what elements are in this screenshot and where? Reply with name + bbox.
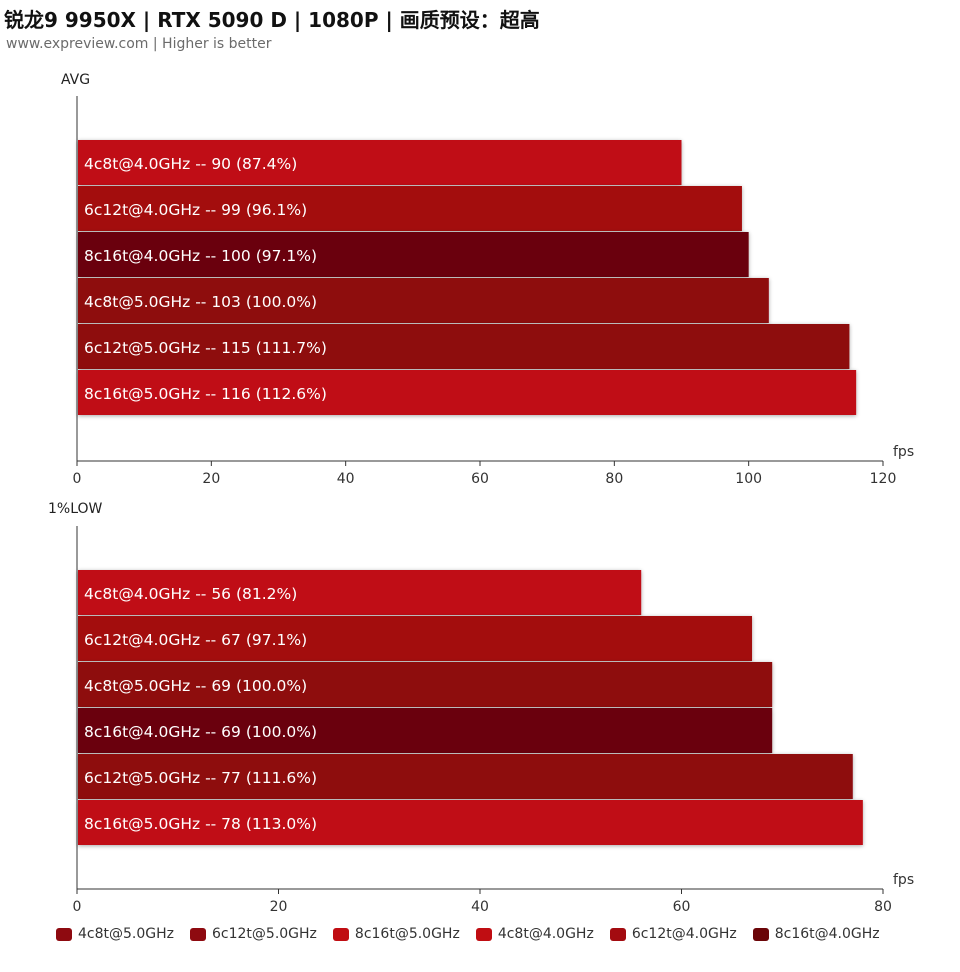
bar-data-label: 4c8t@5.0GHz -- 103 (100.0%) [84,293,317,311]
legend-swatch [190,927,206,941]
legend-label: 8c16t@4.0GHz [774,926,880,942]
bar [78,278,769,323]
legend-label: 8c16t@5.0GHz [354,926,460,942]
x-tick-label: 80 [605,471,623,487]
legend-label: 4c8t@4.0GHz [497,926,594,942]
bar [78,616,753,661]
legend-item[interactable]: 6c12t@4.0GHz [609,926,737,942]
bar [78,186,742,231]
x-tick-label: 60 [471,471,489,487]
bar-data-label: 8c16t@4.0GHz -- 100 (97.1%) [84,247,317,265]
y-axis-label: AVG [61,72,90,88]
bar-data-label: 4c8t@4.0GHz -- 90 (87.4%) [84,155,297,173]
bar-data-label: 8c16t@4.0GHz -- 69 (100.0%) [84,723,317,741]
legend-swatch [475,927,492,941]
x-tick-label: 120 [870,471,897,487]
bar-data-label: 6c12t@5.0GHz -- 115 (111.7%) [84,339,327,357]
bar-data-label: 8c16t@5.0GHz -- 116 (112.6%) [84,385,327,403]
chart-legend: 4c8t@5.0GHz 6c12t@5.0GHz 8c16t@5.0GHz 4c8t@… [56,926,896,942]
bar [78,570,642,615]
chart-subtitle: www.expreview.com | Higher is better [6,36,272,52]
legend-swatch [609,927,626,941]
legend-label: 6c12t@5.0GHz [212,926,317,942]
bar-data-label: 6c12t@4.0GHz -- 67 (97.1%) [84,631,307,649]
legend-item[interactable]: 6c12t@5.0GHz [190,926,317,942]
legend-item[interactable]: 4c8t@4.0GHz [475,926,594,942]
legend-swatch [332,927,349,941]
legend-swatch [56,927,72,941]
x-tick-label: 40 [471,899,489,915]
legend-label: 4c8t@5.0GHz [78,926,174,942]
x-tick-label: 80 [874,899,892,915]
legend-item[interactable]: 4c8t@5.0GHz [56,926,174,942]
bar [78,232,749,277]
bar-data-label: 6c12t@4.0GHz -- 99 (96.1%) [84,201,307,219]
bar [78,754,853,799]
x-tick-label: 20 [270,899,288,915]
bar-data-label: 4c8t@5.0GHz -- 69 (100.0%) [84,677,307,695]
legend-label: 6c12t@4.0GHz [631,926,737,942]
bar-data-label: 4c8t@4.0GHz -- 56 (81.2%) [84,585,297,603]
x-tick-label: 60 [673,899,691,915]
bar [78,662,773,707]
bar-data-label: 6c12t@5.0GHz -- 77 (111.6%) [84,769,317,787]
bar [78,324,850,369]
bar [78,800,863,845]
x-tick-label: 40 [337,471,355,487]
x-axis-label: fps [893,872,914,888]
chart-title: 锐龙9 9950X | RTX 5090 D | 1080P | 画质预设：超高 [4,8,540,32]
bar-data-label: 8c16t@5.0GHz -- 78 (113.0%) [84,815,317,833]
legend-item[interactable]: 8c16t@4.0GHz [752,926,880,942]
x-tick-label: 0 [73,471,82,487]
x-tick-label: 0 [73,899,82,915]
bar [78,708,773,753]
bar [78,370,857,415]
y-axis-label: 1%LOW [48,501,103,517]
x-tick-label: 20 [202,471,220,487]
x-axis-label: fps [893,444,914,460]
legend-item[interactable]: 8c16t@5.0GHz [332,926,460,942]
legend-swatch [752,927,769,941]
bar [78,140,682,185]
x-tick-label: 100 [735,471,762,487]
